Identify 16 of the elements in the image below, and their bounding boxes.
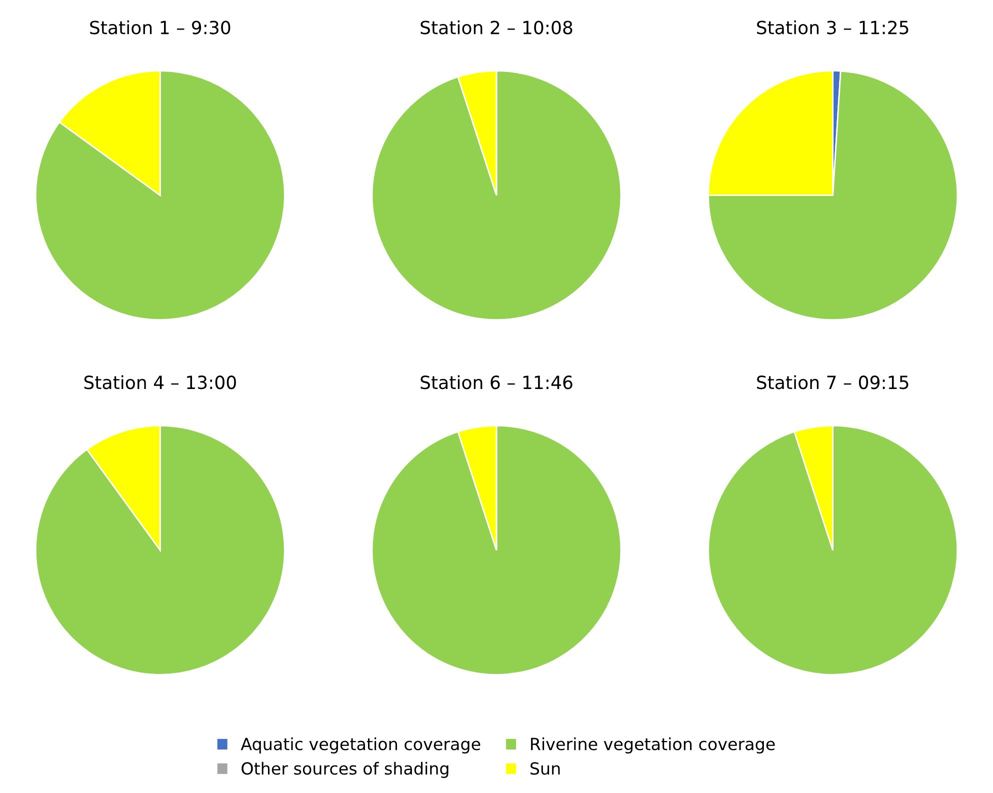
chart-title: Station 3 – 11:25	[757, 20, 908, 34]
pie-slice	[371, 70, 622, 320]
legend-label: Aquatic vegetation coverage	[240, 737, 480, 754]
pie-slice	[371, 424, 622, 676]
chart-title: Station 4 – 13:00	[84, 375, 236, 390]
chart-title: Station 7 – 09:15	[757, 375, 908, 390]
pie-slice	[34, 424, 286, 676]
pie-slice	[708, 70, 958, 320]
pie-slice	[708, 424, 958, 676]
legend-label: Riverine vegetation coverage	[531, 737, 775, 754]
chart-title: Station 6 – 11:46	[420, 375, 572, 390]
chart-title: Station 1 – 9:30	[90, 20, 230, 34]
legend-label: Other sources of shading	[242, 762, 448, 778]
pie-slice	[34, 70, 286, 320]
legend-label: Sun	[530, 762, 560, 775]
chart-title: Station 2 – 10:08	[420, 20, 572, 34]
